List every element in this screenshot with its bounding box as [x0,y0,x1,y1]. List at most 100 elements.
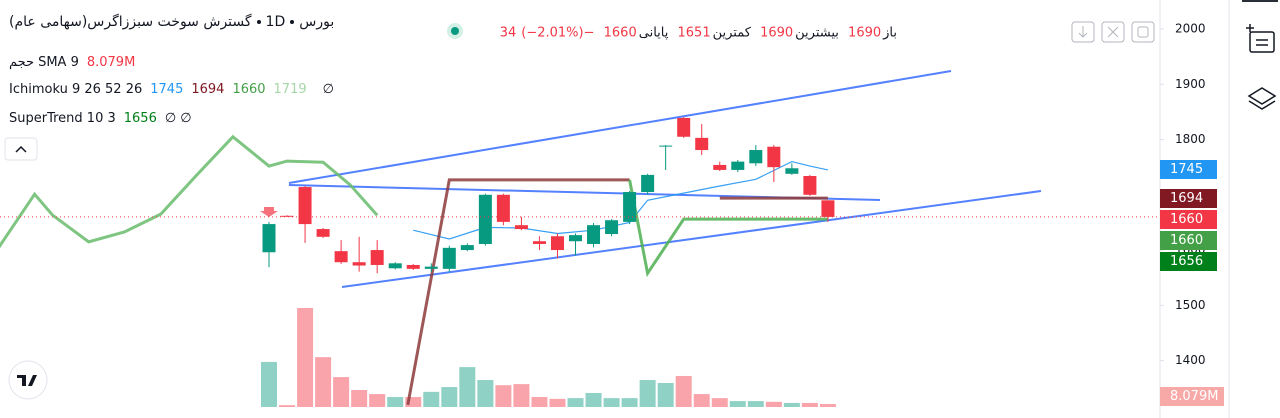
candle [550,233,564,259]
candle-body [550,236,564,251]
volume-bar [513,384,530,407]
candle-body [821,200,835,217]
volume-bar [603,398,620,407]
volume-legend: حجم SMA 9 8.079M [9,55,143,70]
symbol-title: گسترش سوخت سبززاگرس(سهامی عام) [9,14,252,30]
collapse-icon [15,145,27,153]
candle [262,221,276,268]
candle-body [280,215,294,217]
volume-bar [693,394,710,407]
price-label: 1745 [1160,160,1217,180]
y-tick-label: 1500 [1175,298,1206,312]
logo[interactable] [8,360,48,400]
candle [803,174,817,196]
volume-bar [405,397,422,407]
y-tick-label: 1800 [1175,132,1206,146]
candle [370,240,384,274]
ichimoku-value: 1719 [273,82,307,97]
volume-bar [369,394,386,407]
volume-bar [675,375,692,407]
volume-bar [819,404,836,407]
candle-body [496,194,510,222]
volume-bar [549,398,566,407]
collapse-button[interactable] [4,137,38,161]
candle-body [641,174,655,193]
marker [260,207,278,217]
candle-body [767,146,781,168]
candle-body [460,245,474,251]
indicator-line [628,179,828,278]
candle-body [478,194,492,244]
candle-body [731,161,745,170]
ohlc-label: پایانی [638,25,669,41]
candle [388,262,402,270]
candle [514,216,528,231]
candle-body [424,266,438,269]
ohlc-legend: باز1690 بیشترین1690 کمترین1651 پایانی166… [495,26,897,41]
candle [442,245,456,273]
price-label: 1694 [1160,188,1217,208]
volume-value: 8.079M [86,55,136,70]
price-label: 1656 [1160,251,1217,271]
sep [256,20,261,24]
volume-bar [783,402,800,407]
candle [406,263,420,270]
candle-body [334,251,348,263]
ohlc-value: 1651 [677,25,711,41]
volume-bar [459,367,476,407]
candle-body [695,137,709,151]
candle [605,219,619,237]
candle-body [677,117,691,137]
candle-body [370,250,384,265]
toolbar-icons[interactable] [1246,24,1277,110]
candle [695,124,709,156]
y-tick-label: 2000 [1175,22,1206,36]
volume-study: SMA 9 [38,55,79,70]
volume-bar [801,402,818,407]
exchange: بورس [299,14,335,30]
supertrend-empty: ∅ ∅ [164,111,192,126]
volume-bar [585,392,602,407]
candle [532,236,546,251]
candle-body [713,164,727,170]
sep [290,20,295,24]
candle-body [514,225,528,230]
volume-label: حجم [9,55,35,70]
ichimoku-value: 1694 [191,82,225,97]
volume-price-label: 8.079M [1160,387,1224,406]
candle [731,159,745,173]
candle [659,145,673,170]
volume-bar [297,308,314,407]
candle-body [352,262,366,266]
candle [298,185,312,243]
candle-body [388,263,402,269]
ichimoku-value: 1745 [150,82,184,97]
volume-bar [387,397,404,407]
candle-body [803,176,817,195]
candle [587,222,601,248]
ohlc-value: 1690 [760,25,794,41]
supertrend-label: SuperTrend 10 3 [9,111,116,126]
candle-body [262,224,276,253]
trend-lines[interactable] [288,70,1042,288]
candle [623,190,637,225]
candle [677,116,691,138]
candle [569,233,583,256]
volume-bar [747,401,764,407]
y-tick-label: 1400 [1175,353,1206,367]
ichimoku-label: Ichimoku 9 26 52 26 [9,82,143,97]
candle-body [442,247,456,269]
candle [424,263,438,273]
candle-body [569,235,583,242]
toolbar [1230,0,1280,418]
price-label: 1660 [1160,230,1217,250]
candle [749,145,763,167]
header-buttons[interactable] [1071,21,1155,43]
indicator-line [406,178,630,406]
supertrend-legend: SuperTrend 10 3 1656 ∅ ∅ [9,111,200,126]
candle-body [298,187,312,225]
interval: 1D [265,14,286,30]
candle-body [623,192,637,222]
ohlc-label: باز [883,25,897,41]
